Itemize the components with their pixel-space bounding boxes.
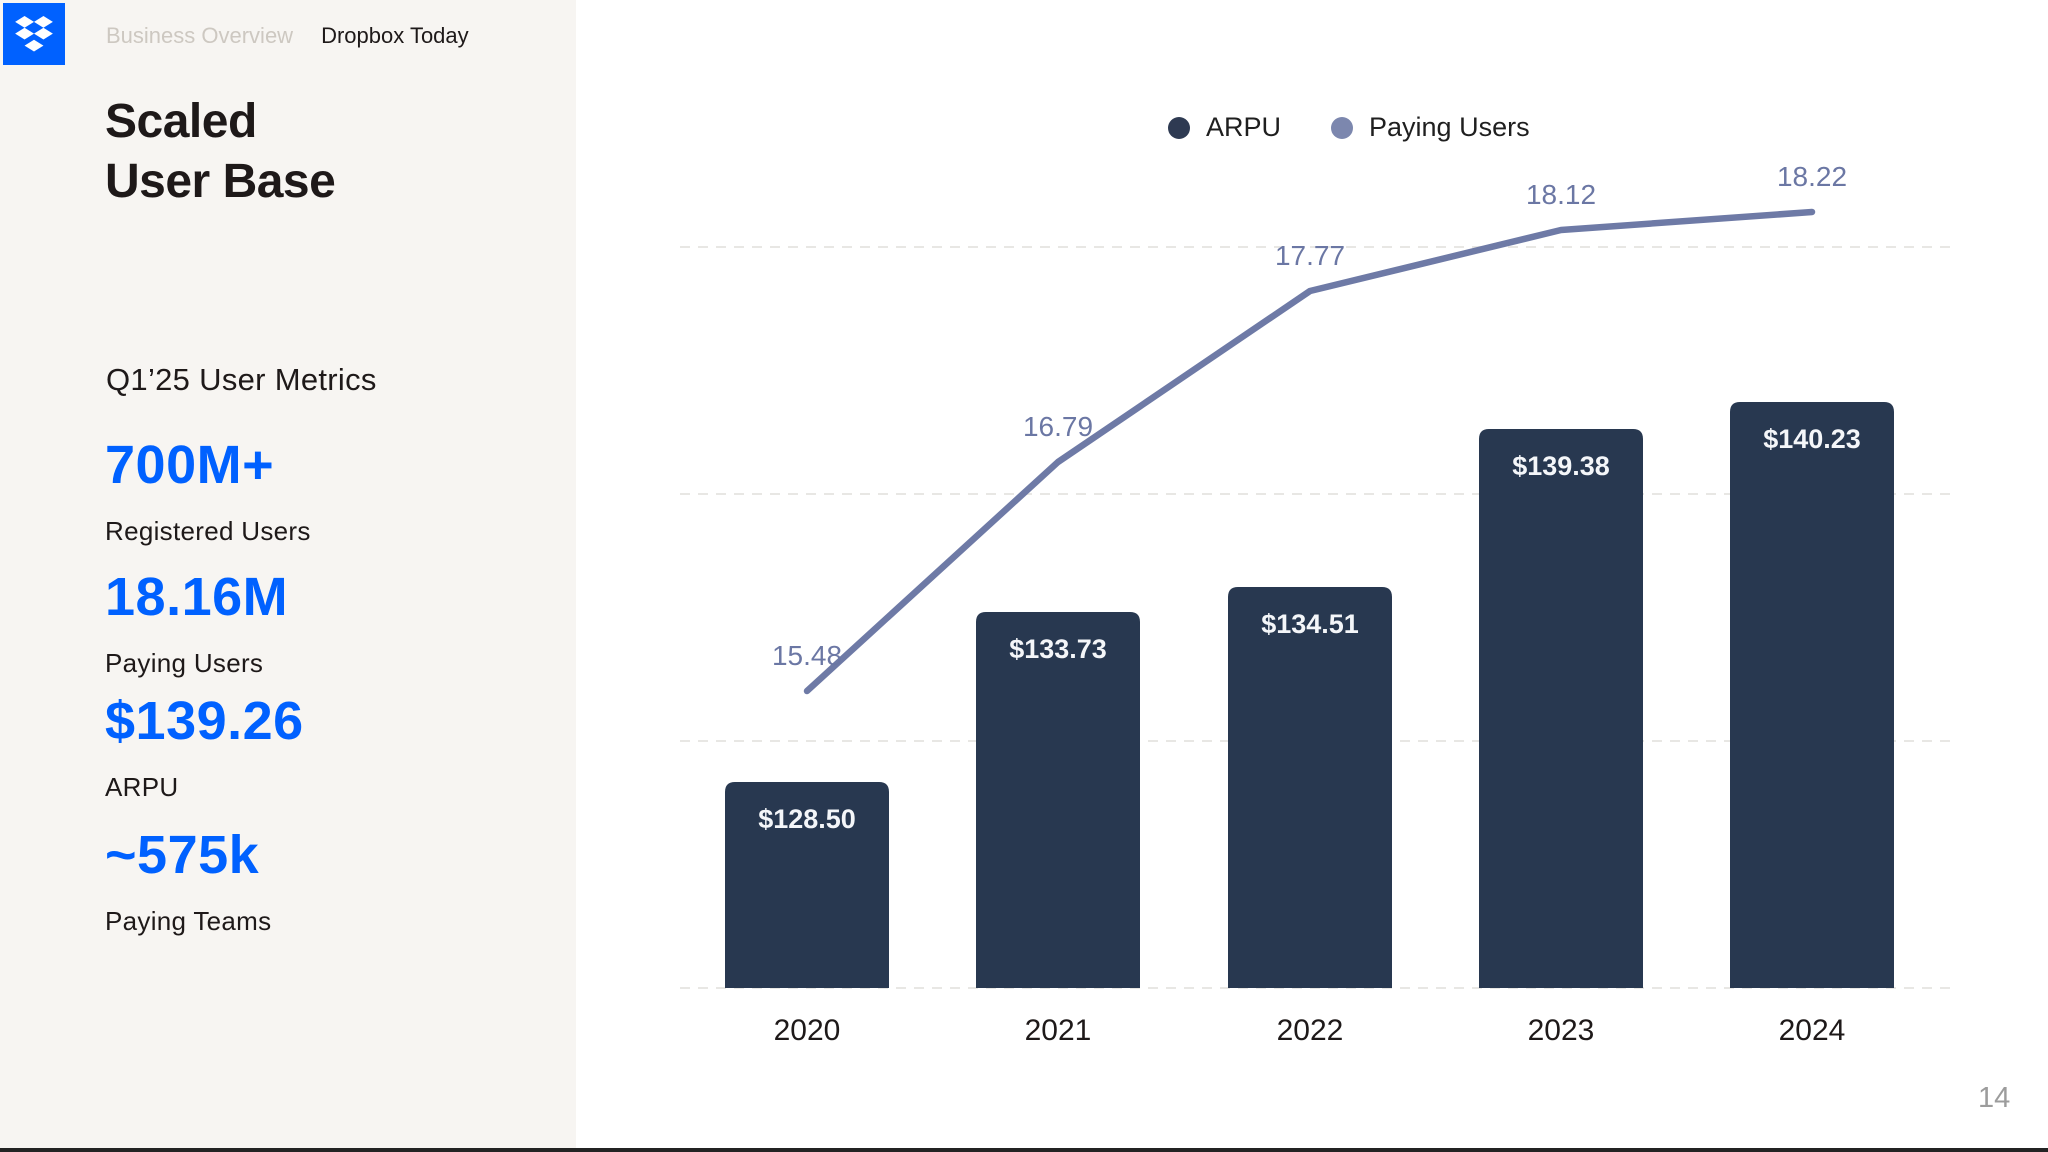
x-label-2023: 2023 xyxy=(1528,1014,1595,1047)
x-label-2021: 2021 xyxy=(1025,1014,1092,1047)
bar-label-2020: $128.50 xyxy=(758,804,856,834)
bar-2020 xyxy=(725,782,889,988)
dropbox-logo xyxy=(3,3,65,65)
line-label-2024: 18.22 xyxy=(1777,161,1847,192)
sidebar: Business Overview Dropbox Today Scaled U… xyxy=(0,0,576,1152)
x-label-2020: 2020 xyxy=(774,1014,841,1047)
bar-label-2021: $133.73 xyxy=(1009,634,1107,664)
legend-item-paying-users: Paying Users xyxy=(1331,112,1530,143)
nav-item-business-overview[interactable]: Business Overview xyxy=(106,23,294,48)
nav-item-dropbox-today[interactable]: Dropbox Today xyxy=(321,23,469,48)
legend-item-arpu: ARPU xyxy=(1168,112,1281,143)
metric-registered-users: 700M+ Registered Users xyxy=(105,434,311,547)
paying-users-legend-dot xyxy=(1331,116,1354,139)
dropbox-logo-icon xyxy=(15,16,53,52)
metric-arpu: $139.26 ARPU xyxy=(105,690,304,803)
arpu-legend-dot xyxy=(1168,116,1190,139)
bar-2022 xyxy=(1228,587,1392,988)
bottom-edge xyxy=(0,1148,2048,1152)
metric-label: Registered Users xyxy=(105,516,311,547)
bar-label-2024: $140.23 xyxy=(1763,424,1861,454)
page-number: 14 xyxy=(1978,1082,2011,1114)
legend-label: ARPU xyxy=(1206,112,1282,142)
metric-value: ~575k xyxy=(105,825,260,885)
page-title-line1: Scaled xyxy=(105,95,257,148)
legend-label: Paying Users xyxy=(1369,112,1530,142)
metric-paying-teams: ~575k Paying Teams xyxy=(105,824,271,937)
line-label-2022: 17.77 xyxy=(1275,240,1345,271)
bar-label-2022: $134.51 xyxy=(1261,609,1359,639)
line-label-2023: 18.12 xyxy=(1526,179,1596,210)
page-title: Scaled User Base xyxy=(105,92,336,211)
paying-users-line xyxy=(803,208,1816,695)
x-label-2024: 2024 xyxy=(1779,1014,1846,1047)
chart-legend: ARPU Paying Users xyxy=(1168,112,1530,143)
bar-label-2023: $139.38 xyxy=(1512,451,1610,481)
metric-label: Paying Teams xyxy=(105,906,272,937)
breadcrumb-nav: Business Overview Dropbox Today xyxy=(106,23,469,49)
bar-2021 xyxy=(976,612,1140,988)
metric-value: 700M+ xyxy=(105,435,275,495)
metric-label: Paying Users xyxy=(105,648,264,679)
bar-2024 xyxy=(1730,402,1894,988)
metric-label: ARPU xyxy=(105,772,179,803)
metric-paying-users: 18.16M Paying Users xyxy=(105,566,288,679)
metric-value: 18.16M xyxy=(105,567,289,627)
line-label-2021: 16.79 xyxy=(1023,411,1093,442)
bar-2023 xyxy=(1479,429,1643,988)
line-label-2020: 15.48 xyxy=(772,640,842,671)
metric-value: $139.26 xyxy=(105,691,304,751)
x-label-2022: 2022 xyxy=(1277,1014,1344,1047)
metrics-heading: Q1’25 User Metrics xyxy=(106,362,377,397)
page-title-line2: User Base xyxy=(105,154,336,208)
